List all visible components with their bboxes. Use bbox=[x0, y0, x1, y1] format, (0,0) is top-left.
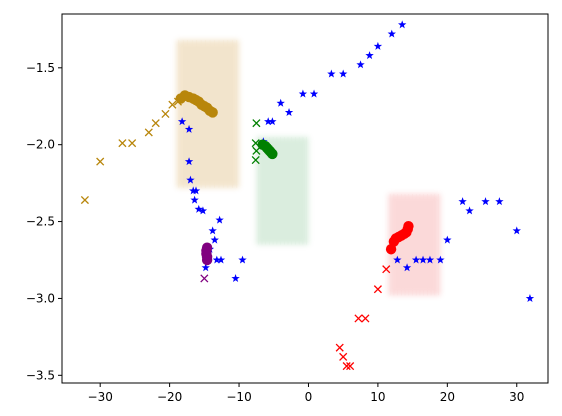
density-region bbox=[256, 137, 309, 245]
x-tick-label: −20 bbox=[157, 390, 182, 404]
data-point-star bbox=[186, 175, 195, 184]
data-point-star bbox=[465, 206, 474, 215]
series-6-circle bbox=[201, 242, 213, 266]
data-point-star bbox=[425, 255, 435, 264]
data-point-x bbox=[168, 100, 177, 109]
data-point-x bbox=[200, 274, 209, 283]
data-point-star bbox=[525, 294, 535, 302]
data-point-star bbox=[194, 204, 203, 213]
x-tick-label: −10 bbox=[226, 390, 251, 404]
data-point-x bbox=[382, 265, 391, 274]
x-tick-label: 0 bbox=[305, 390, 313, 404]
data-point-x bbox=[96, 157, 105, 166]
data-point-circle bbox=[403, 220, 414, 232]
data-point-star bbox=[231, 274, 240, 283]
plot-frame bbox=[61, 13, 549, 384]
x-tick-label: 10 bbox=[370, 390, 385, 404]
y-tick-label: −1.5 bbox=[26, 61, 55, 75]
x-tick-label: −30 bbox=[88, 390, 113, 404]
data-point-star bbox=[393, 255, 402, 264]
data-point-x bbox=[346, 362, 355, 371]
data-point-star bbox=[264, 117, 273, 126]
x-tick-label: 30 bbox=[509, 390, 524, 404]
data-point-star bbox=[458, 197, 467, 206]
data-point-star bbox=[215, 215, 224, 224]
data-point-star bbox=[212, 255, 222, 264]
data-point-x bbox=[151, 119, 160, 128]
data-point-star bbox=[495, 197, 504, 206]
data-point-circle bbox=[207, 107, 218, 118]
data-point-star bbox=[373, 41, 383, 50]
data-point-star bbox=[216, 255, 226, 264]
data-point-star bbox=[512, 226, 521, 235]
series-5-x bbox=[200, 274, 209, 283]
data-point-star bbox=[208, 226, 217, 235]
data-point-star bbox=[191, 186, 201, 195]
series-2-circle bbox=[175, 90, 218, 118]
data-point-star bbox=[356, 60, 365, 69]
data-point-x bbox=[373, 285, 382, 294]
data-point-x bbox=[339, 352, 348, 361]
data-point-star bbox=[443, 235, 452, 244]
data-point-star bbox=[365, 51, 374, 60]
y-tick-label: −3.5 bbox=[26, 368, 55, 382]
data-point-star bbox=[387, 29, 396, 38]
data-point-star bbox=[184, 124, 194, 133]
data-point-x bbox=[118, 139, 127, 148]
data-point-star bbox=[339, 69, 348, 78]
y-tick-label: −3.0 bbox=[26, 291, 55, 305]
y-tick-label: −2.0 bbox=[26, 138, 55, 152]
data-point-star bbox=[238, 255, 247, 264]
series-7-x bbox=[335, 265, 391, 371]
ticks-layer: −30 −20 −10 0 10 20 30 −3.5 −3.0 −2.5 −2.0 −1.5 bbox=[26, 61, 525, 404]
data-point-x bbox=[361, 314, 370, 323]
data-point-x bbox=[335, 343, 344, 352]
data-point-star bbox=[309, 89, 319, 98]
data-point-x bbox=[252, 146, 261, 155]
data-point-star bbox=[201, 263, 210, 272]
series-8-circle bbox=[385, 220, 414, 255]
data-point-star bbox=[402, 263, 412, 272]
data-point-x bbox=[144, 128, 153, 137]
data-point-x bbox=[251, 156, 260, 165]
data-point-star bbox=[327, 69, 336, 78]
data-point-star bbox=[436, 255, 445, 264]
data-point-x bbox=[161, 109, 170, 118]
x-tick-label: 20 bbox=[440, 390, 455, 404]
data-point-circle bbox=[267, 148, 278, 160]
series-1-x bbox=[80, 97, 183, 205]
data-point-star bbox=[481, 197, 490, 206]
data-point-x bbox=[342, 362, 351, 371]
data-point-star bbox=[298, 89, 308, 98]
data-point-circle bbox=[201, 254, 213, 266]
data-point-star bbox=[210, 235, 219, 244]
data-point-star bbox=[418, 255, 428, 264]
data-point-x bbox=[252, 119, 261, 128]
data-point-star bbox=[190, 195, 199, 204]
series-4-circle bbox=[257, 139, 278, 160]
data-point-star bbox=[276, 98, 285, 107]
data-point-star bbox=[411, 255, 421, 264]
marks-layer bbox=[80, 20, 535, 371]
series-0-star bbox=[177, 20, 535, 302]
data-point-star bbox=[184, 157, 194, 166]
data-point-star bbox=[398, 20, 407, 29]
y-tick-label: −2.5 bbox=[26, 215, 55, 229]
data-point-star bbox=[268, 117, 277, 126]
data-point-star bbox=[177, 117, 187, 126]
data-point-star bbox=[198, 206, 208, 215]
data-point-x bbox=[80, 195, 89, 205]
data-point-x bbox=[128, 139, 137, 148]
data-point-x bbox=[354, 314, 363, 323]
data-point-star bbox=[284, 108, 294, 116]
